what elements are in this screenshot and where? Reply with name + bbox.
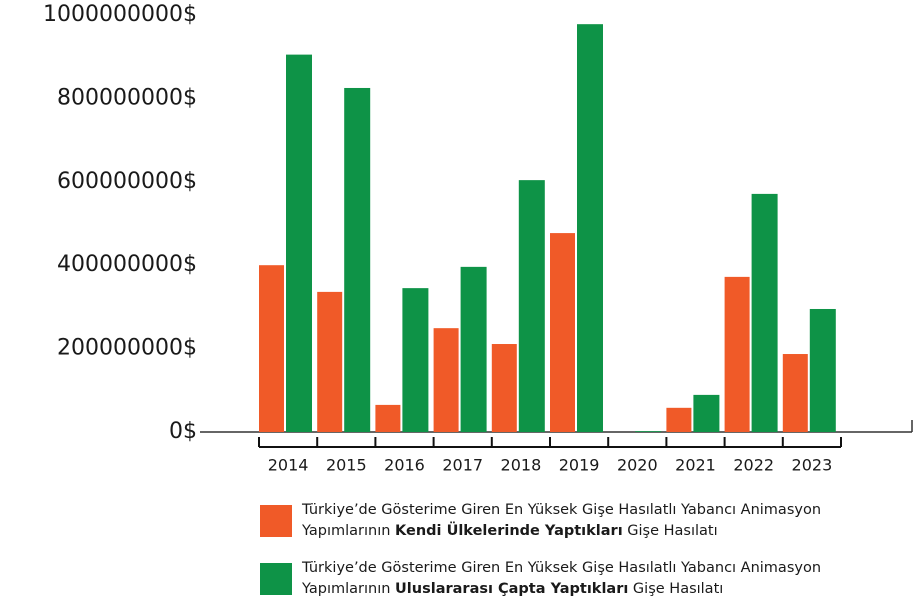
x-tick-label: 2021 — [675, 456, 716, 475]
legend-entry: Türkiye’de Gösterime Giren En Yüksek Giş… — [260, 558, 902, 600]
legend-label: Gişe Hasılatı — [622, 523, 718, 539]
bar — [460, 266, 487, 432]
x-tick-label: 2018 — [501, 456, 542, 475]
bar — [635, 431, 662, 432]
legend-text: Türkiye’de Gösterime Giren En Yüksek Giş… — [302, 500, 902, 542]
y-tick-label: 0$ — [169, 419, 197, 444]
legend-label: Gişe Hasılatı — [628, 581, 724, 597]
y-tick-label: 400000000$ — [57, 252, 197, 277]
x-tick-label: 2022 — [733, 456, 774, 475]
bar — [286, 54, 312, 433]
x-tick-label: 2014 — [268, 456, 309, 475]
bar — [577, 24, 603, 432]
bar — [550, 233, 575, 432]
x-tick-label: 2015 — [326, 456, 367, 475]
bar — [491, 344, 517, 432]
bar — [317, 291, 343, 432]
bar — [344, 87, 371, 432]
legend-label: Türkiye’de Gösterime Giren En Yüksek Giş… — [302, 502, 822, 539]
x-tick-label: 2016 — [384, 456, 425, 475]
legend-label: Uluslararası Çapta Yaptıkları — [395, 581, 629, 597]
bar — [402, 288, 429, 432]
x-tick-label: 2019 — [559, 456, 600, 475]
bar — [666, 407, 692, 432]
y-tick-label: 600000000$ — [57, 169, 197, 194]
y-tick-label: 800000000$ — [57, 85, 197, 110]
bar — [751, 193, 778, 432]
y-tick-label: 200000000$ — [57, 336, 197, 361]
bar — [809, 308, 836, 432]
legend-swatch — [260, 505, 292, 537]
bar — [375, 404, 401, 432]
bar — [782, 354, 808, 432]
bar — [724, 276, 750, 432]
x-tick-label: 2017 — [442, 456, 483, 475]
x-tick-label: 2023 — [792, 456, 833, 475]
legend-text: Türkiye’de Gösterime Giren En Yüksek Giş… — [302, 558, 902, 600]
legend-swatch — [260, 563, 292, 595]
bar — [433, 328, 459, 432]
bar — [518, 180, 545, 432]
legend-label: Kendi Ülkelerinde Yaptıkları — [395, 523, 623, 539]
x-tick-label: 2020 — [617, 456, 658, 475]
bar — [259, 265, 284, 432]
bar — [693, 394, 720, 432]
legend-entry: Türkiye’de Gösterime Giren En Yüksek Giş… — [260, 500, 902, 542]
y-tick-label: 1000000000$ — [43, 2, 197, 27]
legend-label: Türkiye’de Gösterime Giren En Yüksek Giş… — [302, 560, 822, 597]
